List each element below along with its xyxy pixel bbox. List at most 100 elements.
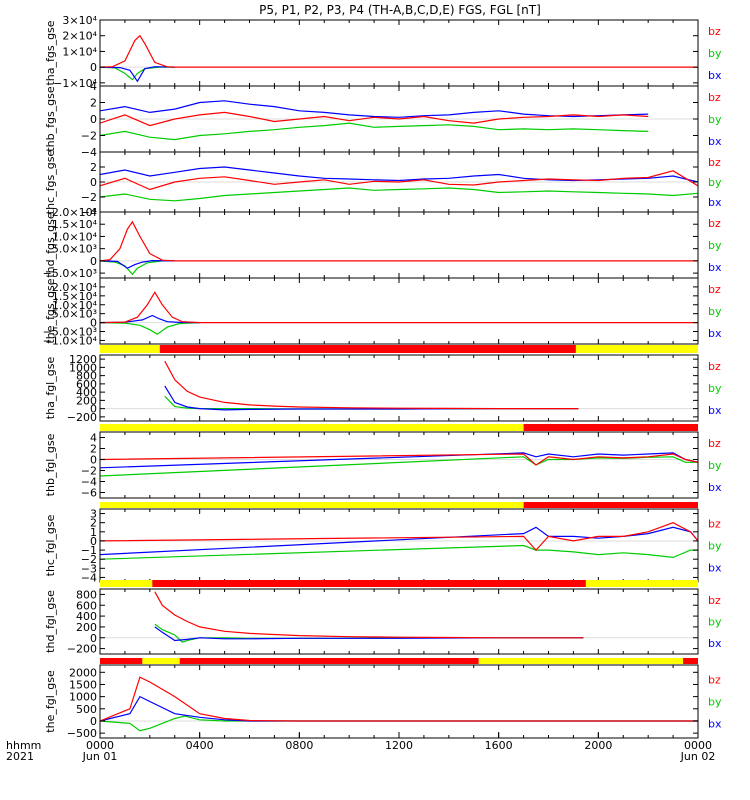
legend-by: by	[708, 305, 722, 318]
series-line-by	[100, 544, 698, 560]
y-tick-label: 0	[90, 61, 97, 74]
series-line-by	[100, 456, 698, 477]
y-tick-label: 200	[76, 621, 97, 634]
y-tick-label: 1000	[69, 691, 97, 704]
series-line-by	[100, 260, 175, 276]
series-line-bz	[100, 522, 698, 551]
y-tick-label: 500	[76, 703, 97, 716]
mode-bar-segment-red	[523, 502, 698, 508]
y-tick-label: −1×10⁴	[53, 77, 97, 90]
y-tick-label: 0	[90, 317, 97, 330]
series-line-bx	[100, 259, 175, 269]
panel-frame	[99, 277, 699, 345]
mode-bar-segment-red	[152, 580, 586, 587]
series-line-by	[154, 623, 584, 643]
legend-bx: bx	[708, 404, 722, 417]
y-tick-label: 1000	[69, 361, 97, 374]
y-tick-label: 600	[76, 378, 97, 391]
series-line-bz	[154, 591, 584, 639]
panel-frame	[99, 508, 699, 583]
y-axis-label: thc_fgs_gse	[44, 150, 57, 215]
mode-bar-segment-red	[683, 658, 698, 664]
series-line-bz	[100, 111, 649, 127]
x-axis-label-hhmm: hhmm	[6, 739, 41, 752]
legend-bx: bx	[708, 135, 722, 148]
series-line-by	[100, 122, 649, 141]
panel-thc_fgs_gse: 2 0 −2 −4 thc_fgs_gse bz by bx	[44, 150, 722, 219]
panel-thb_fgl_gse: 420−2−4−6 thb_fgl_gse bz by bx	[44, 431, 722, 500]
y-tick-label: 0	[90, 632, 97, 645]
y-axis-label: thc_fgl_gse	[44, 514, 57, 576]
y-tick-label: 1	[90, 526, 97, 539]
y-tick-label: −2	[81, 553, 97, 566]
legend-bz: bz	[708, 594, 721, 607]
y-tick-label: 0	[90, 403, 97, 416]
y-tick-label: 4	[90, 432, 97, 445]
y-tick-label: 1.5×10⁴	[52, 218, 98, 231]
legend-by: by	[708, 176, 722, 189]
series-line-bz	[100, 34, 698, 68]
x-tick-label: 0800	[285, 739, 313, 752]
y-tick-label: 400	[76, 610, 97, 623]
legend-by: by	[708, 696, 722, 709]
legend-bz: bz	[708, 437, 721, 450]
series-line-bz	[100, 291, 698, 324]
legend-bx: bx	[708, 196, 722, 209]
y-axis-label: thd_fgs_gse	[44, 212, 57, 278]
legend-by: by	[708, 382, 722, 395]
x-tick-date: Jun 01	[82, 750, 118, 763]
y-tick-label: 1.0×10⁴	[52, 230, 98, 243]
y-tick-label: 200	[76, 394, 97, 407]
legend-by: by	[708, 47, 722, 60]
x-tick-label: 0400	[186, 739, 214, 752]
series-line-bz	[100, 676, 698, 722]
legend-by: by	[708, 113, 722, 126]
x-tick-label: 1200	[385, 739, 413, 752]
series-line-by	[100, 66, 175, 81]
mode-bars	[100, 345, 698, 664]
legend-bz: bz	[708, 91, 721, 104]
legend-bx: bx	[708, 69, 722, 82]
series-line-bx	[154, 626, 584, 642]
legend-bz: bz	[708, 674, 721, 687]
x-tick-label: 0000	[86, 739, 114, 752]
series-line-bx	[164, 385, 579, 411]
mode-bar-segment-red	[100, 658, 143, 664]
x-tick-label: 1600	[485, 739, 513, 752]
y-tick-label: 2000	[69, 666, 97, 679]
y-tick-label: −4	[81, 206, 97, 219]
y-tick-label: −5.0×10³	[43, 326, 97, 339]
y-tick-label: −4	[81, 146, 97, 159]
y-axis-label: tha_fgs_gse	[44, 20, 57, 85]
y-tick-label: −6	[81, 487, 97, 500]
y-tick-label: 800	[76, 588, 97, 601]
x-tick-date: Jun 02	[680, 750, 716, 763]
y-tick-label: 2	[90, 161, 97, 174]
y-axis-label: the_fgs_gse	[44, 278, 57, 343]
y-tick-label: 3	[90, 508, 97, 521]
series-line-by	[100, 187, 698, 202]
y-tick-label: −2	[81, 191, 97, 204]
legend-bz: bz	[708, 156, 721, 169]
y-tick-label: 5.0×10³	[52, 308, 97, 321]
legend-bz: bz	[708, 25, 721, 38]
y-tick-label: 1500	[69, 678, 97, 691]
y-tick-label: 400	[76, 386, 97, 399]
y-tick-label: 0	[90, 113, 97, 126]
series-line-bz	[164, 360, 579, 410]
mode-bar-segment-yellow	[100, 424, 524, 431]
legend-bx: bx	[708, 562, 722, 575]
y-axis-label: thd_fgl_gse	[44, 590, 57, 653]
panel-frame	[99, 664, 699, 739]
panel-thb_fgs_gse: 4 2 0 −2 −4 thb_fgs_gse bz by bx	[44, 80, 722, 159]
legend-by: by	[708, 239, 722, 252]
y-tick-label: 2.0×10⁴	[52, 281, 98, 294]
series-line-by	[100, 715, 698, 732]
x-tick-label: 0000	[684, 739, 712, 752]
y-tick-label: 2×10⁴	[62, 30, 97, 43]
mode-bar-segment-yellow	[585, 580, 698, 587]
